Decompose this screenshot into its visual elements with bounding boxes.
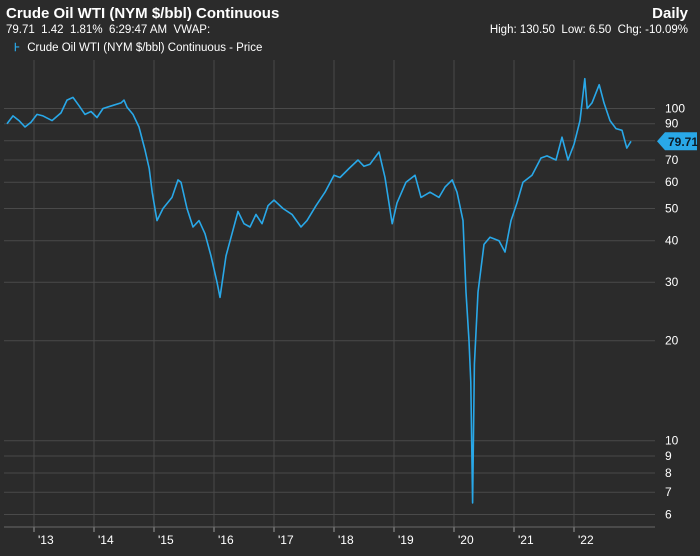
x-tick-label: '20: [458, 533, 474, 547]
y-tick-label: 6: [665, 507, 672, 521]
legend-label: Crude Oil WTI (NYM $/bbl) Continuous - P…: [27, 42, 263, 54]
x-tick-label: '14: [98, 533, 114, 547]
y-tick-label: 50: [665, 202, 679, 216]
y-axis: 6789102030405060708090100: [665, 102, 685, 522]
last-value-tag: [657, 132, 697, 151]
x-tick-label: '16: [218, 533, 234, 547]
quote-summary: 79.71 1.42 1.81% 6:29:47 AM VWAP:: [6, 24, 211, 36]
y-tick-label: 8: [665, 466, 672, 480]
x-tick-label: '13: [38, 533, 54, 547]
price-line: [6, 77, 632, 504]
y-tick-label: 100: [665, 102, 685, 116]
y-tick-label: 20: [665, 334, 679, 348]
x-tick-label: '19: [398, 533, 414, 547]
y-tick-label: 7: [665, 485, 672, 499]
legend-marker-icon: ⊦: [14, 42, 20, 54]
last-value-label: 79.71: [668, 135, 698, 149]
y-tick-label: 40: [665, 234, 679, 248]
chart-title: Crude Oil WTI (NYM $/bbl) Continuous: [6, 5, 280, 22]
x-tick-label: '22: [578, 533, 594, 547]
y-tick-label: 70: [665, 153, 679, 167]
quote-info-row: 79.71 1.42 1.81% 6:29:47 AM VWAP: High: …: [6, 24, 694, 38]
x-tick-label: '21: [518, 533, 534, 547]
x-axis: '13 '14 '15 '16 '17 '18 '19 '20 '21 '22: [4, 526, 655, 547]
y-tick-label: 10: [665, 434, 679, 448]
title-row: Crude Oil WTI (NYM $/bbl) Continuous Dai…: [6, 5, 694, 23]
y-tick-label: 30: [665, 275, 679, 289]
y-tick-label: 9: [665, 449, 672, 463]
grid: [4, 60, 655, 527]
last-value-marker: 79.71: [657, 132, 698, 151]
series-layer: [6, 77, 632, 504]
x-tick-label: '15: [158, 533, 174, 547]
interval-label[interactable]: Daily: [652, 5, 688, 22]
y-tick-label: 60: [665, 175, 679, 189]
range-summary: High: 130.50 Low: 6.50 Chg: -10.09%: [489, 24, 688, 36]
y-tick-label: 90: [665, 117, 679, 131]
x-tick-label: '18: [338, 533, 354, 547]
legend: ⊦ Crude Oil WTI (NYM $/bbl) Continuous -…: [14, 40, 262, 54]
x-tick-label: '17: [278, 533, 294, 547]
